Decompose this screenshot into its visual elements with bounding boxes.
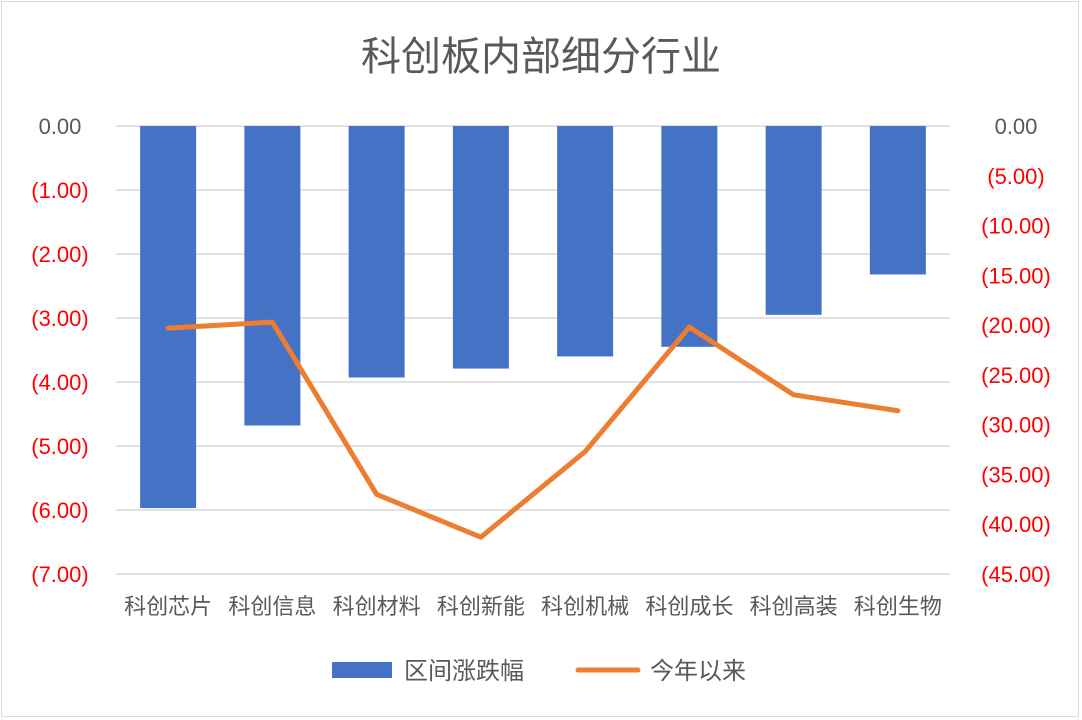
bar xyxy=(452,126,509,369)
left-tick-label: 0.00 xyxy=(39,114,82,139)
right-tick-label: (15.00) xyxy=(981,263,1051,288)
right-tick-label: (25.00) xyxy=(981,363,1051,388)
legend-line-label: 今年以来 xyxy=(650,657,746,685)
line-series xyxy=(165,319,901,540)
right-tick-label: (30.00) xyxy=(981,413,1051,438)
bar xyxy=(244,126,301,426)
gridlines xyxy=(116,125,950,575)
right-tick-label: (20.00) xyxy=(981,313,1051,338)
left-tick-label: (4.00) xyxy=(31,370,88,395)
right-tick-label: (10.00) xyxy=(981,214,1051,239)
category-label: 科创生物 xyxy=(854,595,942,620)
category-label: 科创新能 xyxy=(437,595,525,620)
left-tick-label: (7.00) xyxy=(31,562,88,587)
right-tick-label: (35.00) xyxy=(981,462,1051,487)
bar xyxy=(661,126,718,347)
category-label: 科创成长 xyxy=(645,595,733,620)
left-tick-label: (6.00) xyxy=(31,498,88,523)
right-tick-label: (45.00) xyxy=(981,562,1051,587)
category-label: 科创机械 xyxy=(541,595,629,620)
category-label: 科创高装 xyxy=(750,595,838,620)
category-label: 科创材料 xyxy=(333,595,421,620)
bar xyxy=(765,126,822,315)
bar xyxy=(869,126,926,275)
category-label: 科创信息 xyxy=(228,595,316,620)
bar-series xyxy=(140,126,926,509)
series-line xyxy=(165,319,901,540)
right-tick-label: 0.00 xyxy=(995,114,1038,139)
category-labels: 科创芯片 科创信息 科创材料 科创新能 科创机械 科创成长 科创高装 科创生物 xyxy=(124,595,942,620)
left-axis-ticks: 0.00 (1.00) (2.00) (3.00) (4.00) (5.00) (6.00)… xyxy=(31,114,88,587)
category-label: 科创芯片 xyxy=(124,595,212,620)
left-tick-label: (2.00) xyxy=(31,242,88,267)
bar xyxy=(348,126,405,378)
legend: 区间涨跌幅 今年以来 xyxy=(332,657,746,685)
bar xyxy=(557,126,614,357)
bar xyxy=(140,126,197,509)
left-tick-label: (5.00) xyxy=(31,434,88,459)
chart-title: 科创板内部细分行业 xyxy=(361,34,721,80)
left-tick-label: (1.00) xyxy=(31,178,88,203)
right-tick-label: (40.00) xyxy=(981,512,1051,537)
legend-bar-label: 区间涨跌幅 xyxy=(404,657,524,685)
legend-bar-swatch xyxy=(332,662,392,678)
right-axis-ticks: 0.00 (5.00) (10.00) (15.00) (20.00) (25.00) (3… xyxy=(981,114,1051,587)
left-tick-label: (3.00) xyxy=(31,306,88,331)
right-tick-label: (5.00) xyxy=(987,164,1044,189)
